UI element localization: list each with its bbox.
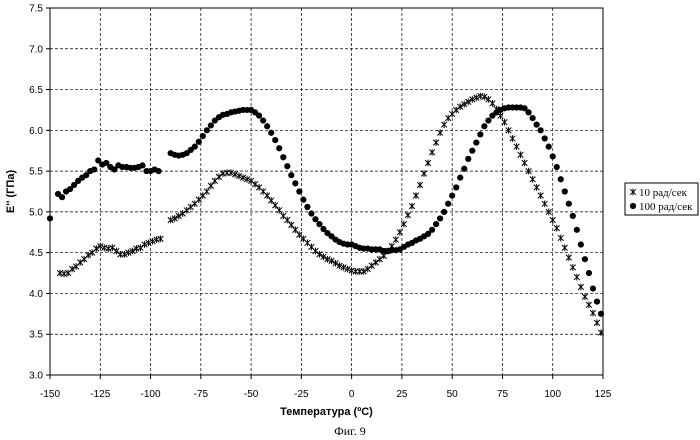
legend-label-100-rad: 100 рад/сек [639,201,693,213]
data-point [284,163,290,169]
data-point [530,115,536,121]
x-axis-title: Температура (ºC) [280,406,373,418]
data-point [316,221,322,227]
data-point [473,139,479,145]
y-tick-label: 4.0 [29,289,43,300]
x-tick-label: 0 [349,389,355,400]
data-point [272,137,278,143]
data-point [453,184,459,190]
data-point [268,130,274,136]
data-point [558,176,564,182]
data-point [598,311,604,317]
data-point [256,113,262,119]
data-point [590,285,596,291]
data-point [481,123,487,129]
data-point [59,194,65,200]
data-point [280,154,286,160]
legend-label-10-rad: 10 рад/сек [639,187,688,199]
data-point [296,188,302,194]
legend-marker-point [630,203,636,209]
data-point [208,122,214,128]
x-tick-label: -125 [90,389,110,400]
y-axis-title: E'' (ГПа) [5,170,17,214]
data-point [574,227,580,233]
data-point [546,144,552,150]
data-point [196,139,202,145]
y-tick-label: 3.5 [29,330,43,341]
data-point [469,148,475,154]
y-tick-label: 3.0 [29,371,43,382]
data-point [437,215,443,221]
chart: 3.0 3.5 4.0 4.5 5.0 5.5 6.0 6.5 7.0 7.5 -150 -125 -… [0,0,700,420]
data-point [155,168,161,174]
x-tick-label: 75 [497,389,509,400]
data-point [91,166,97,172]
x-tick-label: 100 [544,389,561,400]
data-point [204,127,210,133]
y-tick-label: 4.5 [29,248,43,259]
legend: 10 рад/сек 100 рад/сек [625,183,698,215]
x-tick-label: -25 [294,389,309,400]
data-point [570,213,576,219]
x-tick-label: 125 [595,389,612,400]
y-tick-label: 7.5 [29,4,43,15]
data-point [594,299,600,305]
data-point [534,122,540,128]
y-tick-label: 7.0 [29,44,43,55]
data-point [578,241,584,247]
y-tick-label: 5.5 [29,167,43,178]
data-point [264,123,270,129]
data-point [586,270,592,276]
data-point [304,204,310,210]
data-point [554,164,560,170]
data-point [292,180,298,186]
data-point [582,256,588,262]
data-point [461,166,467,172]
figure-caption: Фиг. 9 [0,424,700,439]
y-tick-label: 6.5 [29,85,43,96]
data-point [139,162,145,168]
data-point [260,117,266,123]
data-point [192,144,198,150]
data-point [538,127,544,133]
y-tick-label: 6.0 [29,126,43,137]
x-tick-label: -75 [194,389,209,400]
data-point [562,188,568,194]
data-point [566,201,572,207]
data-point [312,216,318,222]
data-point [276,145,282,151]
data-point [449,192,455,198]
data-point [445,201,451,207]
data-point [550,153,556,159]
y-tick-label: 5.0 [29,207,43,218]
x-tick-label: 25 [396,389,408,400]
data-point [485,117,491,123]
data-point [457,175,463,181]
data-point [429,227,435,233]
data-point [200,133,206,139]
data-point [288,172,294,178]
data-point [542,135,548,141]
data-point [441,209,447,215]
x-tick-label: -150 [40,389,60,400]
data-point [308,210,314,216]
data-point [47,215,53,221]
x-tick-label: -50 [244,389,259,400]
data-point [433,221,439,227]
data-point [525,109,531,115]
x-tick-label: -100 [141,389,161,400]
data-point [477,131,483,137]
data-point [300,197,306,203]
x-tick-label: 50 [447,389,459,400]
data-point [465,156,471,162]
legend-marker-circle [630,203,636,209]
